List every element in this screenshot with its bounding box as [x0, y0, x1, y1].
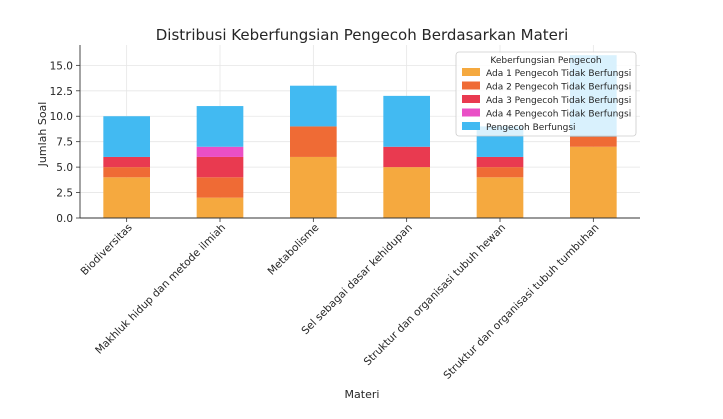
- chart-title: Distribusi Keberfungsian Pengecoh Berdas…: [156, 26, 569, 44]
- y-tick-label: 0.0: [56, 213, 73, 225]
- legend-swatch: [462, 122, 480, 130]
- bar-segment: [103, 156, 150, 168]
- legend-label: Pengecoh Berfungsi: [486, 123, 576, 133]
- legend-swatch: [462, 81, 480, 90]
- x-tick-label: Sel sebagai dasar kehidupan: [299, 222, 414, 337]
- bar-segment: [196, 177, 244, 198]
- legend-title: Keberfungsian Pengecoh: [490, 56, 601, 66]
- legend-label: Ada 3 Pengecoh Tidak Berfungsi: [486, 96, 631, 106]
- bar-segment: [476, 156, 524, 168]
- y-tick-label: 12.5: [50, 86, 73, 98]
- bar-segment: [476, 167, 524, 178]
- y-axis-label: Jumlah Soal: [36, 102, 49, 168]
- bar-segment: [476, 177, 524, 218]
- bar-segment: [570, 136, 617, 147]
- legend: Keberfungsian Pengecoh Ada 1 Pengecoh Ti…: [455, 51, 637, 137]
- legend-swatch: [462, 108, 480, 117]
- bar-segment: [570, 146, 617, 218]
- legend-swatch: [462, 95, 480, 103]
- bar-segment: [103, 177, 150, 218]
- legend-label: Ada 4 Pengecoh Tidak Berfungsi: [486, 110, 631, 120]
- bar-segment: [290, 126, 337, 157]
- y-tick-label: 2.5: [56, 188, 73, 200]
- y-tick-label: 7.5: [56, 137, 73, 149]
- x-tick-label: Metabolisme: [265, 222, 321, 278]
- legend-label: Ada 1 Pengecoh Tidak Berfungsi: [486, 69, 631, 79]
- bar-segment: [383, 95, 430, 147]
- bar-segment: [383, 167, 430, 218]
- y-tick-label: 5.0: [56, 162, 73, 174]
- bar-segment: [290, 156, 337, 218]
- y-tick-label: 10.0: [50, 111, 73, 123]
- bar-segment: [103, 167, 150, 178]
- bar-segment: [103, 116, 150, 157]
- legend-label: Ada 2 Pengecoh Tidak Berfungsi: [486, 83, 631, 93]
- legend-frame: [455, 51, 637, 137]
- x-axis-label: Materi: [345, 388, 380, 401]
- bars: [103, 55, 617, 218]
- legend-swatch: [462, 68, 480, 76]
- bar-segment: [196, 156, 244, 178]
- bar-segment: [196, 146, 244, 157]
- bar-segment: [290, 85, 337, 127]
- bar-segment: [196, 106, 244, 147]
- bar-segment: [383, 146, 430, 168]
- x-tick-label: Struktur dan organisasi tubuh tumbuhan: [441, 222, 601, 382]
- y-tick-label: 15.0: [50, 60, 73, 72]
- bar-segment: [196, 197, 244, 218]
- x-tick-label: Biodiversitas: [79, 222, 135, 278]
